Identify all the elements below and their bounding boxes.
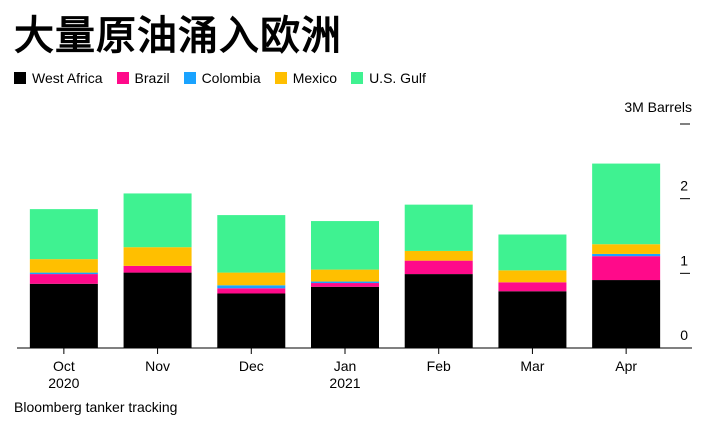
chart-title: 大量原油涌入欧洲 (14, 13, 342, 59)
bar-segment-u-s-gulf (404, 204, 473, 251)
bar-segment-brazil (592, 256, 661, 281)
bar-segment-mexico (592, 244, 661, 254)
bar-segment-u-s-gulf (29, 209, 98, 260)
bar-segment-colombia (311, 281, 379, 284)
x-tick-label: Apr (615, 358, 637, 374)
bar-segment-mexico (311, 269, 379, 282)
bar-segment-mexico (29, 259, 98, 273)
x-tick-label-year: 2020 (48, 375, 79, 391)
bar-segment-west-africa (498, 291, 567, 348)
bar-segment-colombia (217, 285, 286, 289)
y-tick-label: 2 (680, 178, 688, 194)
legend-item-mexico: Mexico (274, 70, 338, 86)
bar-segment-west-africa (29, 283, 98, 348)
bar-segment-u-s-gulf (311, 221, 379, 270)
bar-segment-mexico (123, 247, 192, 266)
y-axis-label: 3M Barrels (624, 99, 692, 115)
legend-label: U.S. Gulf (369, 70, 426, 86)
y-tick-label: 0 (680, 327, 688, 343)
legend: West Africa Brazil Colombia Mexico U.S. … (14, 70, 426, 86)
bar-segment-brazil (29, 274, 98, 284)
x-tick-label: Nov (145, 358, 170, 374)
x-tick-label-year: 2021 (329, 375, 360, 391)
bar-segment-west-africa (123, 272, 192, 348)
legend-item-brazil: Brazil (116, 70, 170, 86)
bar-segment-west-africa (404, 274, 473, 348)
bar-segment-u-s-gulf (592, 163, 661, 245)
bar-segment-brazil (404, 260, 473, 275)
legend-item-us-gulf: U.S. Gulf (351, 70, 426, 86)
bar-segment-mexico (217, 272, 286, 286)
bar-segment-colombia (592, 253, 661, 257)
x-tick-label: Jan (334, 358, 357, 374)
bar-segment-colombia (29, 272, 98, 275)
bar-segment-brazil (217, 288, 286, 294)
bar-segment-u-s-gulf (498, 234, 567, 271)
legend-item-west-africa: West Africa (14, 70, 103, 86)
bar-segment-west-africa (217, 293, 286, 348)
bar-segment-mexico (498, 270, 567, 283)
x-tick-label: Oct (53, 358, 75, 374)
legend-swatch-mexico (274, 72, 287, 84)
legend-swatch-us-gulf (351, 72, 364, 84)
bar-segment-brazil (311, 283, 379, 287)
bar-segment-brazil (498, 282, 567, 292)
bar-segment-u-s-gulf (217, 215, 286, 273)
source-note: Bloomberg tanker tracking (14, 399, 178, 415)
bar-segment-west-africa (592, 280, 661, 348)
legend-label: West Africa (32, 70, 103, 86)
y-tick-label: 1 (680, 252, 688, 268)
bar-segment-mexico (404, 250, 473, 261)
legend-swatch-brazil (116, 72, 129, 84)
legend-label: Colombia (201, 70, 261, 86)
legend-item-colombia: Colombia (183, 70, 261, 86)
legend-label: Brazil (134, 70, 170, 86)
bar-segment-brazil (123, 265, 192, 273)
x-tick-label: Dec (239, 358, 264, 374)
legend-swatch-west-africa (14, 72, 26, 84)
legend-swatch-colombia (183, 72, 196, 84)
legend-label: Mexico (292, 70, 338, 86)
x-tick-label: Feb (427, 358, 451, 374)
bar-segment-west-africa (311, 286, 379, 348)
bar-segment-u-s-gulf (123, 193, 192, 248)
x-tick-label: Mar (520, 358, 544, 374)
